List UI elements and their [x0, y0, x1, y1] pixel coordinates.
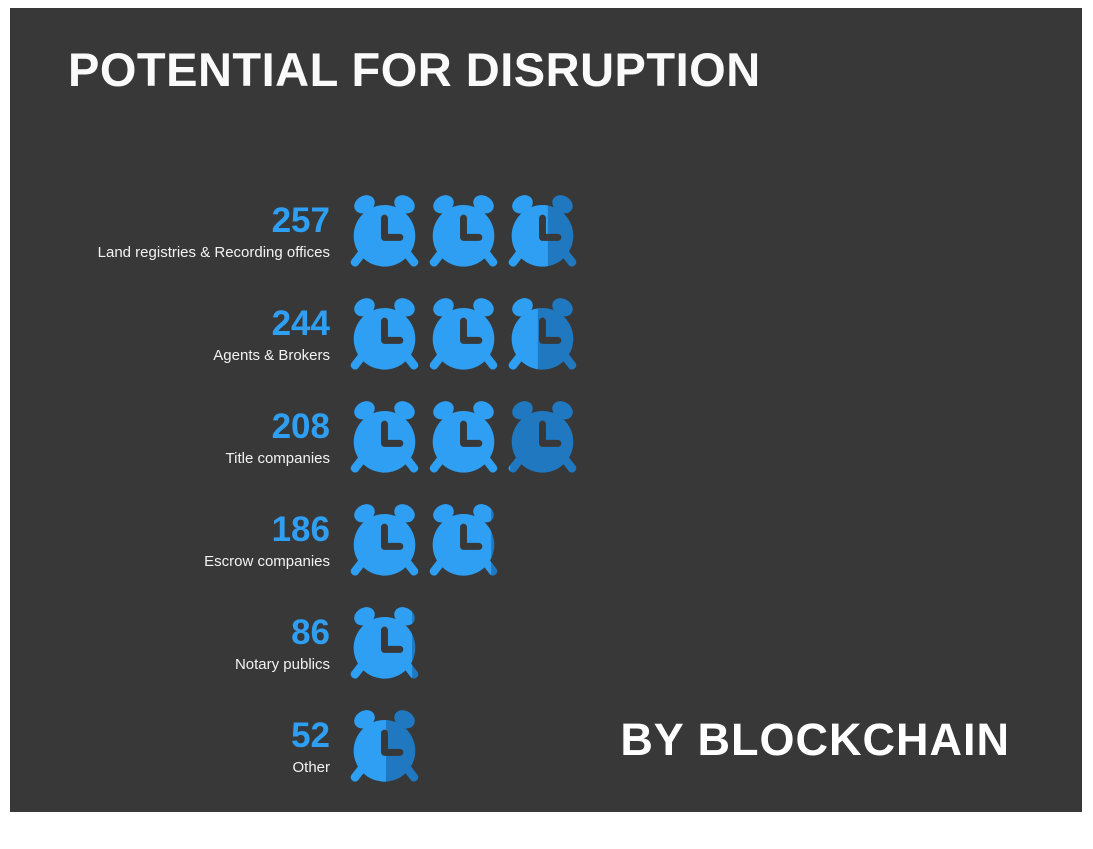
row-text: 52 Other — [10, 718, 346, 776]
chart-row: 257 Land registries & Recording offices — [10, 192, 1082, 272]
infographic-canvas: POTENTIAL FOR DISRUPTION 257 Land registr… — [10, 8, 1082, 812]
row-text: 86 Notary publics — [10, 615, 346, 673]
row-value: 52 — [291, 716, 330, 755]
alarm-clock-icon — [504, 193, 581, 271]
row-text: 186 Escrow companies — [10, 512, 346, 570]
row-text: 257 Land registries & Recording offices — [10, 203, 346, 261]
row-clocks — [346, 193, 581, 271]
page-title: POTENTIAL FOR DISRUPTION — [68, 43, 761, 96]
row-value: 86 — [291, 613, 330, 652]
alarm-clock-icon — [346, 502, 423, 580]
row-clocks — [346, 296, 581, 374]
row-label: Title companies — [225, 450, 331, 467]
row-value: 244 — [271, 304, 330, 343]
row-label: Notary publics — [234, 656, 330, 673]
chart-row: 244 Agents & Brokers — [10, 295, 1082, 375]
alarm-clock-icon — [504, 399, 581, 477]
row-label: Land registries & Recording offices — [97, 244, 330, 261]
alarm-clock-icon — [346, 296, 423, 374]
alarm-clock-icon — [346, 708, 423, 786]
row-clocks — [346, 399, 581, 477]
alarm-clock-icon — [425, 296, 502, 374]
chart-row: 208 Title companies — [10, 398, 1082, 478]
row-clocks — [346, 708, 423, 786]
row-value: 186 — [271, 510, 330, 549]
alarm-clock-icon — [504, 296, 581, 374]
row-clocks — [346, 502, 502, 580]
row-label: Other — [292, 759, 330, 776]
footer-annotation: BY BLOCKCHAIN — [620, 714, 1010, 765]
row-value: 208 — [271, 407, 330, 446]
row-value: 257 — [271, 201, 330, 240]
chart-row: 86 Notary publics — [10, 604, 1082, 684]
alarm-clock-icon — [346, 605, 423, 683]
chart-row: 52 Other — [10, 707, 1082, 787]
row-text: 208 Title companies — [10, 409, 346, 467]
alarm-clock-icon — [425, 193, 502, 271]
chart-rows: 257 Land registries & Recording offices 24… — [10, 192, 1082, 810]
chart-row: 186 Escrow companies — [10, 501, 1082, 581]
alarm-clock-icon — [425, 502, 502, 580]
row-label: Agents & Brokers — [213, 347, 330, 364]
row-clocks — [346, 605, 423, 683]
alarm-clock-icon — [425, 399, 502, 477]
row-text: 244 Agents & Brokers — [10, 306, 346, 364]
alarm-clock-icon — [346, 399, 423, 477]
alarm-clock-icon — [346, 193, 423, 271]
row-label: Escrow companies — [204, 553, 330, 570]
